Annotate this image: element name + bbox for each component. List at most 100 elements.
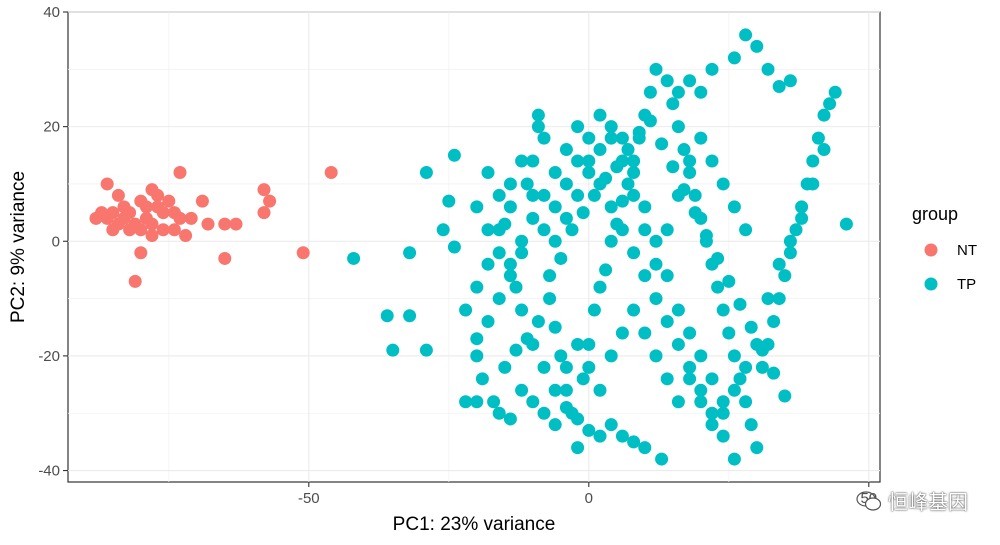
- point-tp: [515, 246, 529, 260]
- point-tp: [683, 154, 697, 168]
- point-nt: [134, 223, 148, 237]
- point-tp: [576, 206, 590, 220]
- point-tp: [537, 131, 551, 145]
- point-tp: [627, 246, 641, 260]
- point-tp: [604, 120, 618, 134]
- y-axis-title: PC2: 9% variance: [8, 171, 29, 323]
- point-tp: [615, 131, 629, 145]
- point-nt: [229, 217, 243, 231]
- point-tp: [419, 343, 433, 357]
- point-tp: [755, 360, 769, 374]
- x-tick-label: 0: [585, 490, 593, 507]
- point-tp: [559, 143, 573, 157]
- point-tp: [548, 320, 562, 334]
- point-tp: [604, 234, 618, 248]
- point-tp: [671, 85, 685, 99]
- point-nt: [173, 211, 187, 225]
- point-nt: [145, 229, 159, 243]
- point-tp: [750, 39, 764, 53]
- point-tp: [660, 74, 674, 88]
- point-tp: [767, 366, 781, 380]
- point-tp: [683, 360, 697, 374]
- point-tp: [739, 360, 753, 374]
- point-tp: [537, 406, 551, 420]
- point-tp: [638, 223, 652, 237]
- point-tp: [492, 292, 506, 306]
- point-tp: [705, 62, 719, 76]
- point-tp: [806, 154, 820, 168]
- point-tp: [571, 120, 585, 134]
- point-tp: [470, 395, 484, 409]
- legend-key-nt: [924, 243, 938, 257]
- point-tp: [711, 280, 725, 294]
- point-tp: [772, 292, 786, 306]
- point-tp: [565, 223, 579, 237]
- point-tp: [638, 200, 652, 214]
- point-tp: [649, 257, 663, 271]
- point-tp: [744, 418, 758, 432]
- point-nt: [106, 223, 120, 237]
- point-tp: [643, 85, 657, 99]
- point-nt: [167, 223, 181, 237]
- point-tp: [537, 188, 551, 202]
- legend: group NT TP: [912, 204, 977, 293]
- point-tp: [683, 74, 697, 88]
- point-tp: [660, 223, 674, 237]
- point-tp: [615, 429, 629, 443]
- point-nt: [95, 206, 109, 220]
- point-tp: [795, 211, 809, 225]
- legend-title: group: [912, 204, 958, 224]
- point-nt: [296, 246, 310, 260]
- point-tp: [761, 62, 775, 76]
- point-tp: [543, 292, 557, 306]
- point-tp: [666, 160, 680, 174]
- watermark-text: 恒峰基因: [888, 490, 968, 514]
- point-tp: [487, 395, 501, 409]
- y-tick-label: -40: [38, 463, 60, 480]
- point-tp: [627, 165, 641, 179]
- point-nt: [257, 183, 271, 197]
- point-tp: [475, 372, 489, 386]
- point-tp: [559, 211, 573, 225]
- point-tp: [627, 154, 641, 168]
- point-nt: [184, 211, 198, 225]
- point-tp: [559, 360, 573, 374]
- point-nt: [145, 217, 159, 231]
- point-tp: [699, 229, 713, 243]
- plot-panel: [67, 11, 881, 483]
- point-tp: [767, 315, 781, 329]
- point-tp: [436, 223, 450, 237]
- point-tp: [481, 223, 495, 237]
- point-tp: [604, 131, 618, 145]
- point-tp: [593, 143, 607, 157]
- point-tp: [492, 223, 506, 237]
- point-tp: [593, 177, 607, 191]
- point-tp: [571, 412, 585, 426]
- point-tp: [722, 326, 736, 340]
- point-tp: [744, 320, 758, 334]
- point-tp: [548, 165, 562, 179]
- point-tp: [442, 194, 456, 208]
- point-tp: [671, 120, 685, 134]
- point-tp: [795, 200, 809, 214]
- point-tp: [733, 297, 747, 311]
- point-tp: [783, 74, 797, 88]
- point-tp: [587, 188, 601, 202]
- point-tp: [582, 131, 596, 145]
- point-tp: [823, 97, 837, 111]
- point-tp: [632, 125, 646, 139]
- data-points: [89, 28, 853, 466]
- point-tp: [638, 441, 652, 455]
- point-tp: [571, 154, 585, 168]
- point-tp: [694, 131, 708, 145]
- point-tp: [403, 309, 417, 323]
- point-tp: [526, 154, 540, 168]
- point-tp: [783, 234, 797, 248]
- point-nt: [218, 217, 232, 231]
- point-tp: [582, 154, 596, 168]
- point-tp: [582, 360, 596, 374]
- legend-key-tp: [924, 277, 938, 291]
- point-tp: [548, 200, 562, 214]
- point-tp: [380, 309, 394, 323]
